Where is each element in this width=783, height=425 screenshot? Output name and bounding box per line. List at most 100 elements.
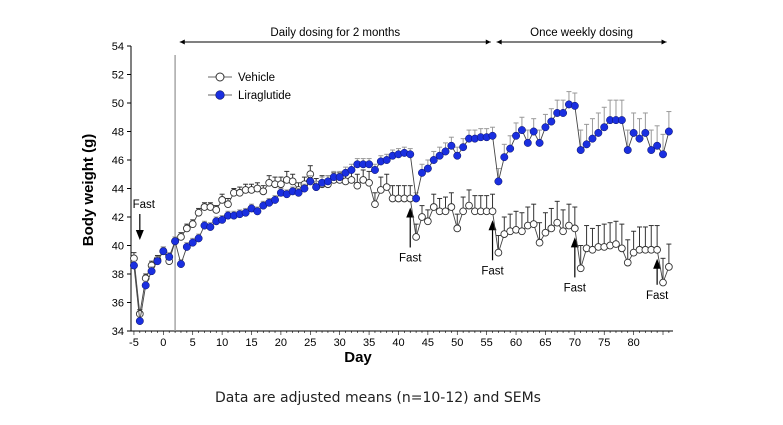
- arrowhead-left-icon: [496, 39, 502, 45]
- data-point: [612, 240, 620, 248]
- data-point: [406, 150, 415, 159]
- data-point: [447, 141, 456, 150]
- data-point: [353, 181, 362, 190]
- data-point: [641, 128, 650, 137]
- data-point: [300, 184, 309, 193]
- data-point: [371, 166, 379, 174]
- data-point: [665, 263, 673, 271]
- data-point: [347, 176, 356, 184]
- data-point: [459, 207, 467, 216]
- data-point: [182, 224, 191, 233]
- y-axis-label: Body weight (g): [80, 134, 97, 247]
- arrow-up-icon: [653, 258, 662, 269]
- data-point: [570, 224, 579, 233]
- data-point: [441, 207, 450, 216]
- data-point: [335, 173, 344, 182]
- data-point: [570, 101, 579, 110]
- x-axis-label: Day: [344, 349, 372, 366]
- data-point: [135, 317, 144, 325]
- data-point: [541, 228, 550, 237]
- data-point: [177, 233, 185, 241]
- x-tick-label: 75: [598, 337, 610, 349]
- y-tick-label: 38: [112, 269, 124, 281]
- data-point: [488, 131, 497, 140]
- data-point: [212, 206, 221, 214]
- fast-label: Fast: [646, 290, 669, 302]
- data-point: [241, 208, 250, 217]
- y-tick-label: 44: [112, 184, 124, 196]
- data-point: [453, 151, 462, 160]
- data-point: [659, 150, 667, 159]
- data-point: [535, 238, 544, 247]
- data-point: [653, 141, 662, 150]
- x-tick-label: 15: [245, 337, 257, 349]
- data-point: [323, 177, 332, 186]
- series-line: [133, 173, 670, 314]
- data-point: [418, 213, 426, 221]
- x-tick-label: 5: [190, 337, 196, 349]
- data-point: [182, 242, 191, 251]
- x-tick-label: 55: [481, 337, 493, 349]
- data-point: [653, 245, 661, 254]
- data-point: [423, 164, 432, 173]
- y-tick-label: 54: [112, 41, 124, 53]
- data-point: [218, 215, 227, 224]
- data-point: [153, 257, 162, 266]
- data-point: [141, 281, 150, 290]
- x-tick-label: 0: [160, 337, 166, 349]
- data-point: [623, 258, 632, 267]
- fast-label: Fast: [564, 282, 587, 294]
- arrowhead-left-icon: [179, 39, 185, 45]
- data-point: [288, 177, 297, 186]
- data-point: [159, 247, 168, 256]
- fast-label: Fast: [399, 252, 422, 264]
- data-point: [453, 224, 462, 233]
- data-point: [465, 201, 473, 210]
- data-point: [418, 168, 426, 177]
- arrow-down-icon: [135, 230, 144, 240]
- data-point: [629, 128, 638, 137]
- data-point: [218, 196, 226, 204]
- x-tick-label: 70: [569, 337, 581, 349]
- data-point: [365, 178, 373, 187]
- data-point: [188, 238, 197, 247]
- arrow-up-icon: [406, 207, 415, 218]
- data-point: [488, 207, 497, 216]
- data-point: [535, 138, 544, 147]
- data-point: [171, 237, 180, 246]
- data-point: [194, 234, 203, 243]
- data-point: [529, 220, 538, 228]
- x-tick-label: 20: [275, 337, 287, 349]
- y-tick-label: 36: [112, 298, 124, 310]
- data-point: [429, 203, 438, 211]
- y-tick-label: 40: [112, 241, 124, 253]
- x-tick-label: 50: [451, 337, 463, 349]
- data-point: [447, 203, 456, 211]
- data-point: [547, 117, 556, 126]
- data-point: [424, 217, 432, 226]
- y-tick-label: 34: [112, 326, 124, 338]
- data-point: [553, 218, 562, 227]
- y-tick-label: 48: [112, 127, 124, 139]
- data-point: [559, 109, 568, 117]
- data-point: [547, 224, 556, 233]
- data-point: [194, 208, 203, 217]
- data-point: [541, 123, 550, 132]
- series-liraglutide: [129, 91, 673, 325]
- data-point: [147, 267, 156, 276]
- y-tick-label: 42: [112, 212, 124, 224]
- data-point: [206, 223, 215, 231]
- x-tick-label: 40: [392, 337, 404, 349]
- data-point: [188, 220, 197, 228]
- x-tick-label: 45: [422, 337, 434, 349]
- data-point: [412, 194, 421, 203]
- x-tick-label: 60: [510, 337, 522, 349]
- data-point: [559, 227, 567, 236]
- arrowhead-right-icon: [485, 39, 491, 45]
- series: [129, 91, 673, 325]
- data-point: [259, 187, 268, 196]
- data-point: [659, 278, 667, 287]
- data-point: [600, 123, 609, 132]
- y-tick-label: 52: [112, 70, 124, 82]
